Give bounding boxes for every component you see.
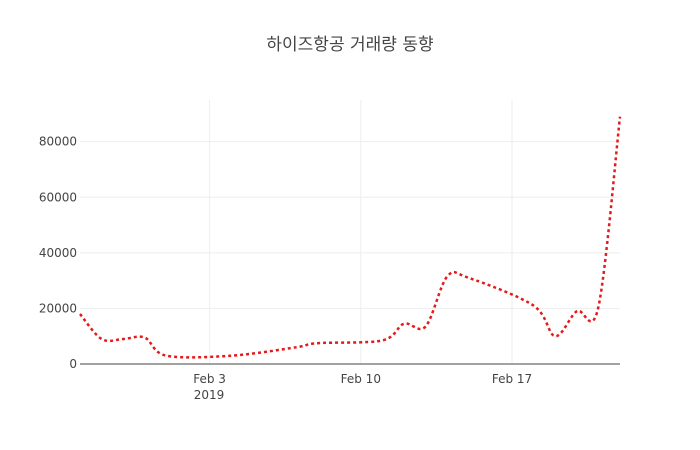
y-tick-label: 60000 xyxy=(39,190,77,204)
series-line xyxy=(79,116,622,359)
y-tick-label: 20000 xyxy=(39,301,77,315)
y-tick-label: 40000 xyxy=(39,246,77,260)
x-tick-label: Feb 3 xyxy=(193,372,226,386)
chart-title: 하이즈항공 거래량 동향 xyxy=(266,35,433,55)
x-year-label: 2019 xyxy=(194,388,225,402)
y-tick-label: 0 xyxy=(69,357,77,371)
grid xyxy=(80,100,620,364)
y-tick-label: 80000 xyxy=(39,135,77,149)
axes: 0 20000 40000 60000 80000 Feb 3 Feb 10 Feb 17 xyxy=(39,135,620,386)
x-tick-label: Feb 17 xyxy=(492,372,532,386)
plot-area xyxy=(79,116,622,359)
x-tick-label: Feb 10 xyxy=(341,372,381,386)
